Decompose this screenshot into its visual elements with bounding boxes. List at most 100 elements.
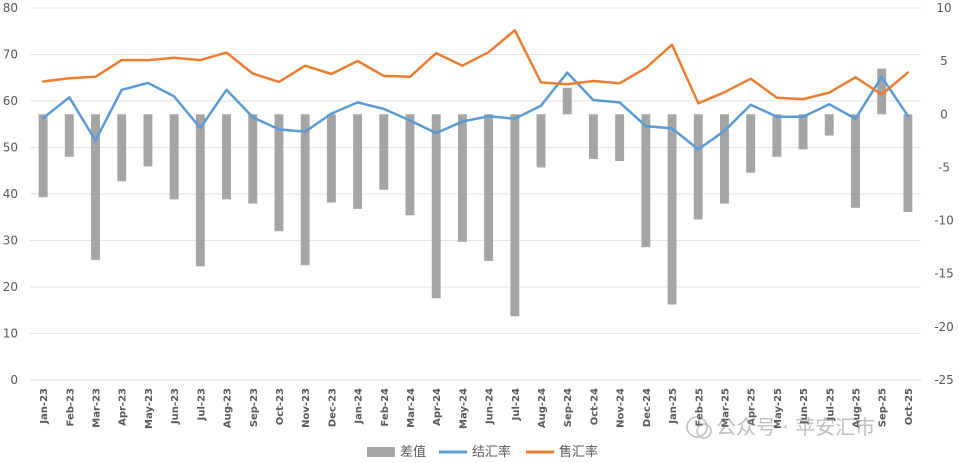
bar-Jul-25: [824, 114, 834, 136]
left-tick-label: 40: [3, 187, 18, 201]
x-tick-label: Mar-24: [406, 388, 417, 428]
legend-label-settlement: 结汇率: [472, 444, 511, 460]
wechat-icon: [686, 416, 708, 438]
bar-Aug-23: [222, 114, 231, 200]
bar-May-24: [457, 114, 467, 242]
bar-Sep-25: [877, 68, 887, 115]
wechat-icon-inner: [696, 423, 712, 439]
x-tick-label: Feb-25: [694, 388, 705, 426]
line-sale-rate: [41, 29, 910, 105]
bar-Apr-23: [117, 114, 127, 182]
x-tick-label: Jan-24: [354, 388, 365, 425]
right-tick-label: -5: [938, 160, 950, 174]
x-tick-label: Mar-23: [92, 388, 103, 428]
x-tick-label: Aug-25: [851, 388, 862, 428]
x-axis-ticks: Jan-23 Feb-23 Mar-23 Apr-23 May-23 Jun-23 Jul-…: [39, 388, 915, 429]
x-tick-label: May-23: [144, 388, 155, 429]
x-tick-label: Nov-24: [616, 388, 627, 428]
x-tick-label: Jun-25: [799, 388, 810, 425]
x-tick-label: Sep-23: [249, 388, 260, 427]
bar-Jun-24: [484, 114, 494, 261]
bar-May-25: [772, 114, 782, 157]
x-tick-label: Aug-24: [537, 388, 548, 428]
x-tick-label: Sep-24: [563, 388, 574, 427]
left-tick-label: 30: [3, 234, 18, 248]
bar-Jan-23: [38, 114, 48, 198]
left-tick-label: 50: [3, 141, 18, 155]
bar-Jan-25: [667, 114, 677, 305]
right-tick-label: -15: [934, 267, 954, 281]
bar-Mar-24: [405, 114, 415, 216]
bar-Mar-23: [91, 114, 100, 260]
x-tick-label: Mar-25: [720, 388, 731, 428]
right-axis-ticks: -25 -20 -15 -10 -5 0 5 10: [934, 1, 954, 387]
left-tick-label: 70: [3, 48, 18, 62]
bar-series-diff: [38, 68, 913, 317]
right-tick-label: -20: [934, 320, 954, 334]
bar-May-23: [143, 114, 153, 167]
x-tick-label: May-25: [773, 388, 784, 429]
legend-swatch-diff: [367, 447, 395, 457]
left-tick-label: 20: [3, 280, 18, 294]
bar-Jun-25: [798, 114, 808, 150]
x-tick-label: Oct-25: [904, 388, 915, 425]
bar-Oct-24: [588, 114, 598, 159]
legend: 差值 结汇率 售汇率: [367, 444, 598, 460]
x-tick-label: Apr-24: [432, 388, 443, 426]
right-tick-label: 10: [936, 1, 951, 15]
x-tick-label: Dec-23: [327, 388, 338, 427]
x-tick-label: Aug-23: [223, 388, 234, 428]
legend-label-sale: 售汇率: [559, 444, 598, 460]
bar-Apr-25: [746, 114, 756, 173]
left-tick-label: 80: [3, 1, 18, 15]
bar-Jul-24: [510, 114, 520, 317]
bar-Oct-23: [274, 114, 284, 232]
right-tick-label: 0: [940, 107, 948, 121]
left-tick-label: 0: [10, 373, 18, 387]
bar-Apr-24: [431, 114, 441, 299]
bar-Oct-25: [903, 114, 913, 213]
x-tick-label: May-24: [458, 388, 469, 429]
x-tick-label: Nov-23: [301, 388, 312, 428]
x-tick-label: Oct-24: [589, 388, 600, 425]
watermark: 公众号 · 苹安汇市: [686, 415, 875, 439]
gridlines: [30, 7, 921, 381]
bar-Nov-23: [300, 114, 310, 266]
x-tick-label: Feb-23: [65, 388, 76, 426]
left-tick-label: 10: [3, 327, 18, 341]
bar-Feb-23: [64, 114, 74, 157]
bar-Jul-23: [195, 114, 205, 267]
x-tick-label: Dec-24: [642, 388, 653, 427]
line-settlement-rate: [41, 71, 910, 151]
right-tick-label: -10: [934, 214, 954, 228]
right-tick-label: 5: [940, 54, 948, 68]
bar-Dec-23: [326, 114, 336, 203]
x-tick-label: Apr-25: [747, 388, 758, 426]
bar-Sep-24: [562, 87, 572, 115]
bar-Sep-23: [248, 114, 258, 204]
x-tick-label: Jun-23: [170, 388, 181, 425]
bar-Feb-24: [379, 114, 389, 190]
x-tick-label: Apr-23: [118, 388, 129, 426]
bar-Mar-25: [720, 114, 729, 204]
x-tick-label: Jan-25: [668, 388, 679, 425]
left-axis-ticks: 0 10 20 30 40 50 60 70 80: [3, 1, 18, 387]
line-series-group: [41, 29, 910, 151]
legend-label-diff: 差值: [400, 444, 426, 460]
left-tick-label: 60: [3, 94, 18, 108]
x-tick-label: Jan-23: [39, 388, 50, 425]
bar-Aug-24: [536, 114, 546, 168]
right-tick-label: -25: [934, 373, 954, 387]
x-tick-label: Jul-24: [511, 388, 522, 421]
x-tick-label: Sep-25: [878, 388, 889, 427]
bar-Feb-25: [693, 114, 703, 220]
bar-Nov-24: [615, 114, 625, 162]
bar-Aug-25: [851, 114, 860, 208]
x-tick-label: Feb-24: [380, 388, 391, 426]
bar-Jun-23: [169, 114, 179, 200]
x-tick-label: Oct-23: [275, 388, 286, 425]
bar-Dec-24: [641, 114, 651, 248]
x-tick-label: Jul-23: [196, 388, 207, 421]
bar-Jan-24: [353, 114, 363, 209]
